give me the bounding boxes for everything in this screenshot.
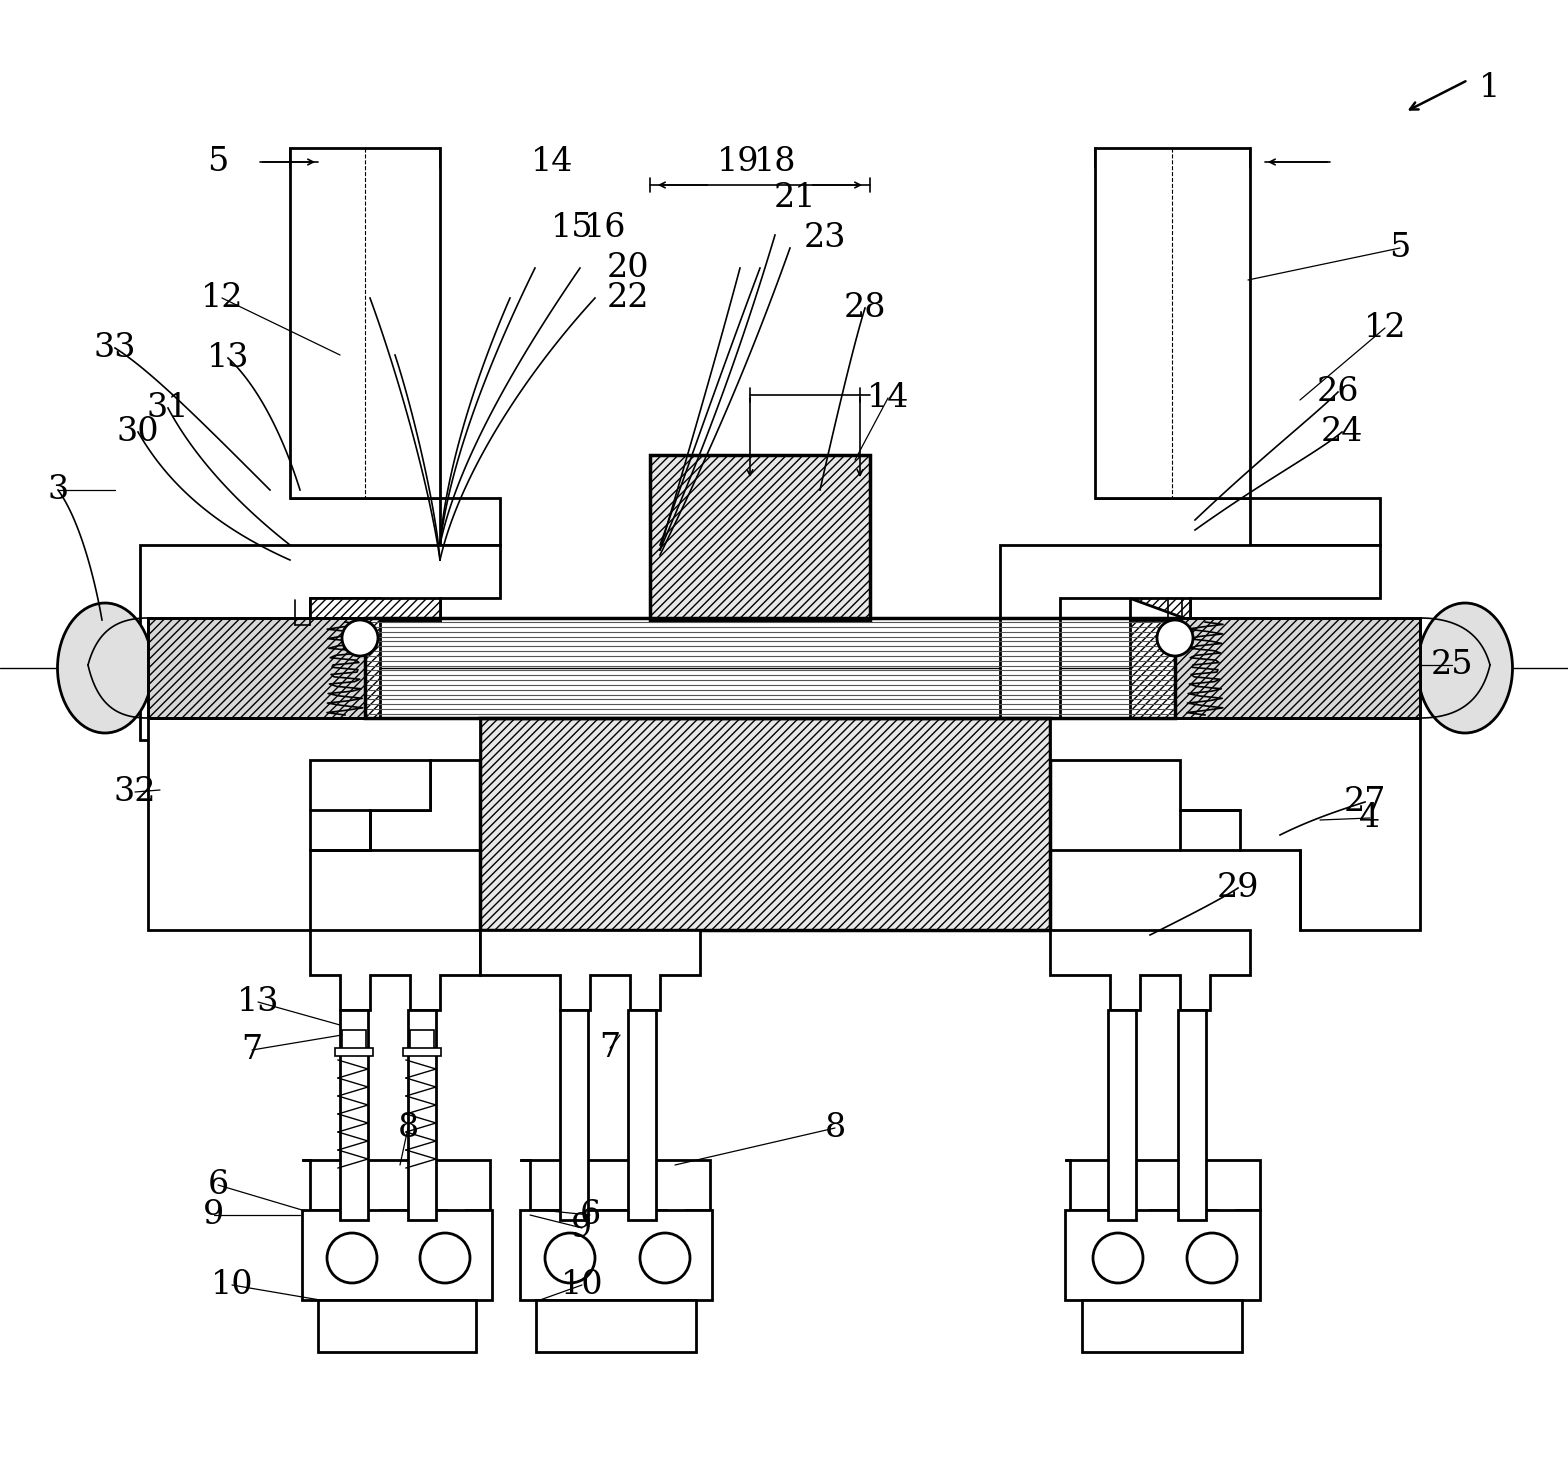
Text: 15: 15	[550, 212, 593, 244]
Polygon shape	[1051, 718, 1421, 930]
Polygon shape	[140, 545, 500, 740]
Polygon shape	[310, 930, 480, 1010]
Text: 7: 7	[599, 1032, 621, 1063]
Text: 16: 16	[583, 212, 626, 244]
Text: 5: 5	[207, 147, 229, 178]
Text: 10: 10	[561, 1269, 604, 1300]
Polygon shape	[480, 718, 1051, 930]
Polygon shape	[480, 930, 699, 1010]
Text: 22: 22	[607, 281, 649, 314]
Bar	[408, 1010, 436, 1220]
Text: 30: 30	[116, 416, 160, 447]
Bar	[1174, 618, 1421, 718]
Polygon shape	[1051, 930, 1250, 1010]
Bar	[1094, 148, 1250, 498]
Circle shape	[328, 1234, 376, 1283]
Bar	[536, 1300, 696, 1352]
Text: 13: 13	[237, 986, 279, 1017]
Text: 9: 9	[204, 1200, 224, 1231]
Circle shape	[640, 1234, 690, 1283]
Text: 8: 8	[397, 1112, 419, 1143]
Polygon shape	[310, 598, 441, 740]
Text: 1: 1	[1479, 73, 1501, 104]
Bar	[342, 1029, 365, 1050]
Text: 24: 24	[1320, 416, 1363, 447]
Circle shape	[420, 1234, 470, 1283]
Text: 26: 26	[1317, 376, 1359, 407]
Polygon shape	[521, 1160, 710, 1240]
Polygon shape	[147, 618, 365, 718]
Circle shape	[1187, 1234, 1237, 1283]
Text: 29: 29	[1217, 872, 1259, 903]
Text: 21: 21	[773, 182, 817, 213]
Text: 32: 32	[114, 776, 157, 809]
Polygon shape	[303, 1160, 489, 1240]
Bar	[1178, 1010, 1206, 1220]
Polygon shape	[1131, 598, 1190, 740]
Bar	[403, 1049, 441, 1056]
Text: 5: 5	[1389, 233, 1411, 264]
Text: 23: 23	[804, 222, 847, 255]
Ellipse shape	[1417, 603, 1513, 733]
Bar	[560, 1010, 588, 1220]
Text: 28: 28	[844, 292, 886, 324]
Bar	[1065, 1210, 1261, 1300]
Polygon shape	[1065, 1160, 1261, 1240]
Text: 12: 12	[201, 281, 243, 314]
Circle shape	[546, 1234, 594, 1283]
Bar	[340, 1010, 368, 1220]
Text: 6: 6	[207, 1169, 229, 1201]
Circle shape	[1093, 1234, 1143, 1283]
Polygon shape	[1000, 545, 1380, 740]
Text: 25: 25	[1430, 649, 1474, 681]
Text: 6: 6	[579, 1200, 601, 1231]
Text: 19: 19	[717, 147, 759, 178]
Text: 14: 14	[867, 382, 909, 415]
Text: 20: 20	[607, 252, 649, 284]
Text: 13: 13	[207, 342, 249, 375]
Bar	[409, 1029, 434, 1050]
Bar	[1109, 1010, 1135, 1220]
Bar	[147, 618, 365, 718]
Text: 10: 10	[210, 1269, 254, 1300]
Bar	[1082, 1300, 1242, 1352]
Text: 8: 8	[825, 1112, 845, 1143]
Text: 12: 12	[1364, 312, 1406, 344]
Text: 33: 33	[94, 332, 136, 364]
Polygon shape	[310, 760, 430, 850]
Bar	[365, 618, 1174, 718]
Bar	[629, 1010, 655, 1220]
Text: 7: 7	[241, 1034, 262, 1066]
Polygon shape	[651, 455, 870, 621]
Bar	[521, 1210, 712, 1300]
Text: 18: 18	[754, 147, 797, 178]
Bar	[303, 1210, 492, 1300]
Circle shape	[342, 621, 378, 656]
Circle shape	[1157, 621, 1193, 656]
Text: 9: 9	[571, 1211, 593, 1244]
Polygon shape	[1094, 498, 1380, 545]
Bar	[318, 1300, 477, 1352]
Text: 31: 31	[147, 392, 190, 424]
Ellipse shape	[58, 603, 152, 733]
Polygon shape	[290, 498, 500, 545]
Text: 4: 4	[1359, 803, 1380, 834]
Text: 3: 3	[47, 474, 69, 507]
Polygon shape	[1174, 618, 1421, 718]
Polygon shape	[147, 718, 480, 930]
Text: 27: 27	[1344, 786, 1386, 818]
Bar	[336, 1049, 373, 1056]
Text: 14: 14	[532, 147, 574, 178]
Bar	[290, 148, 441, 498]
